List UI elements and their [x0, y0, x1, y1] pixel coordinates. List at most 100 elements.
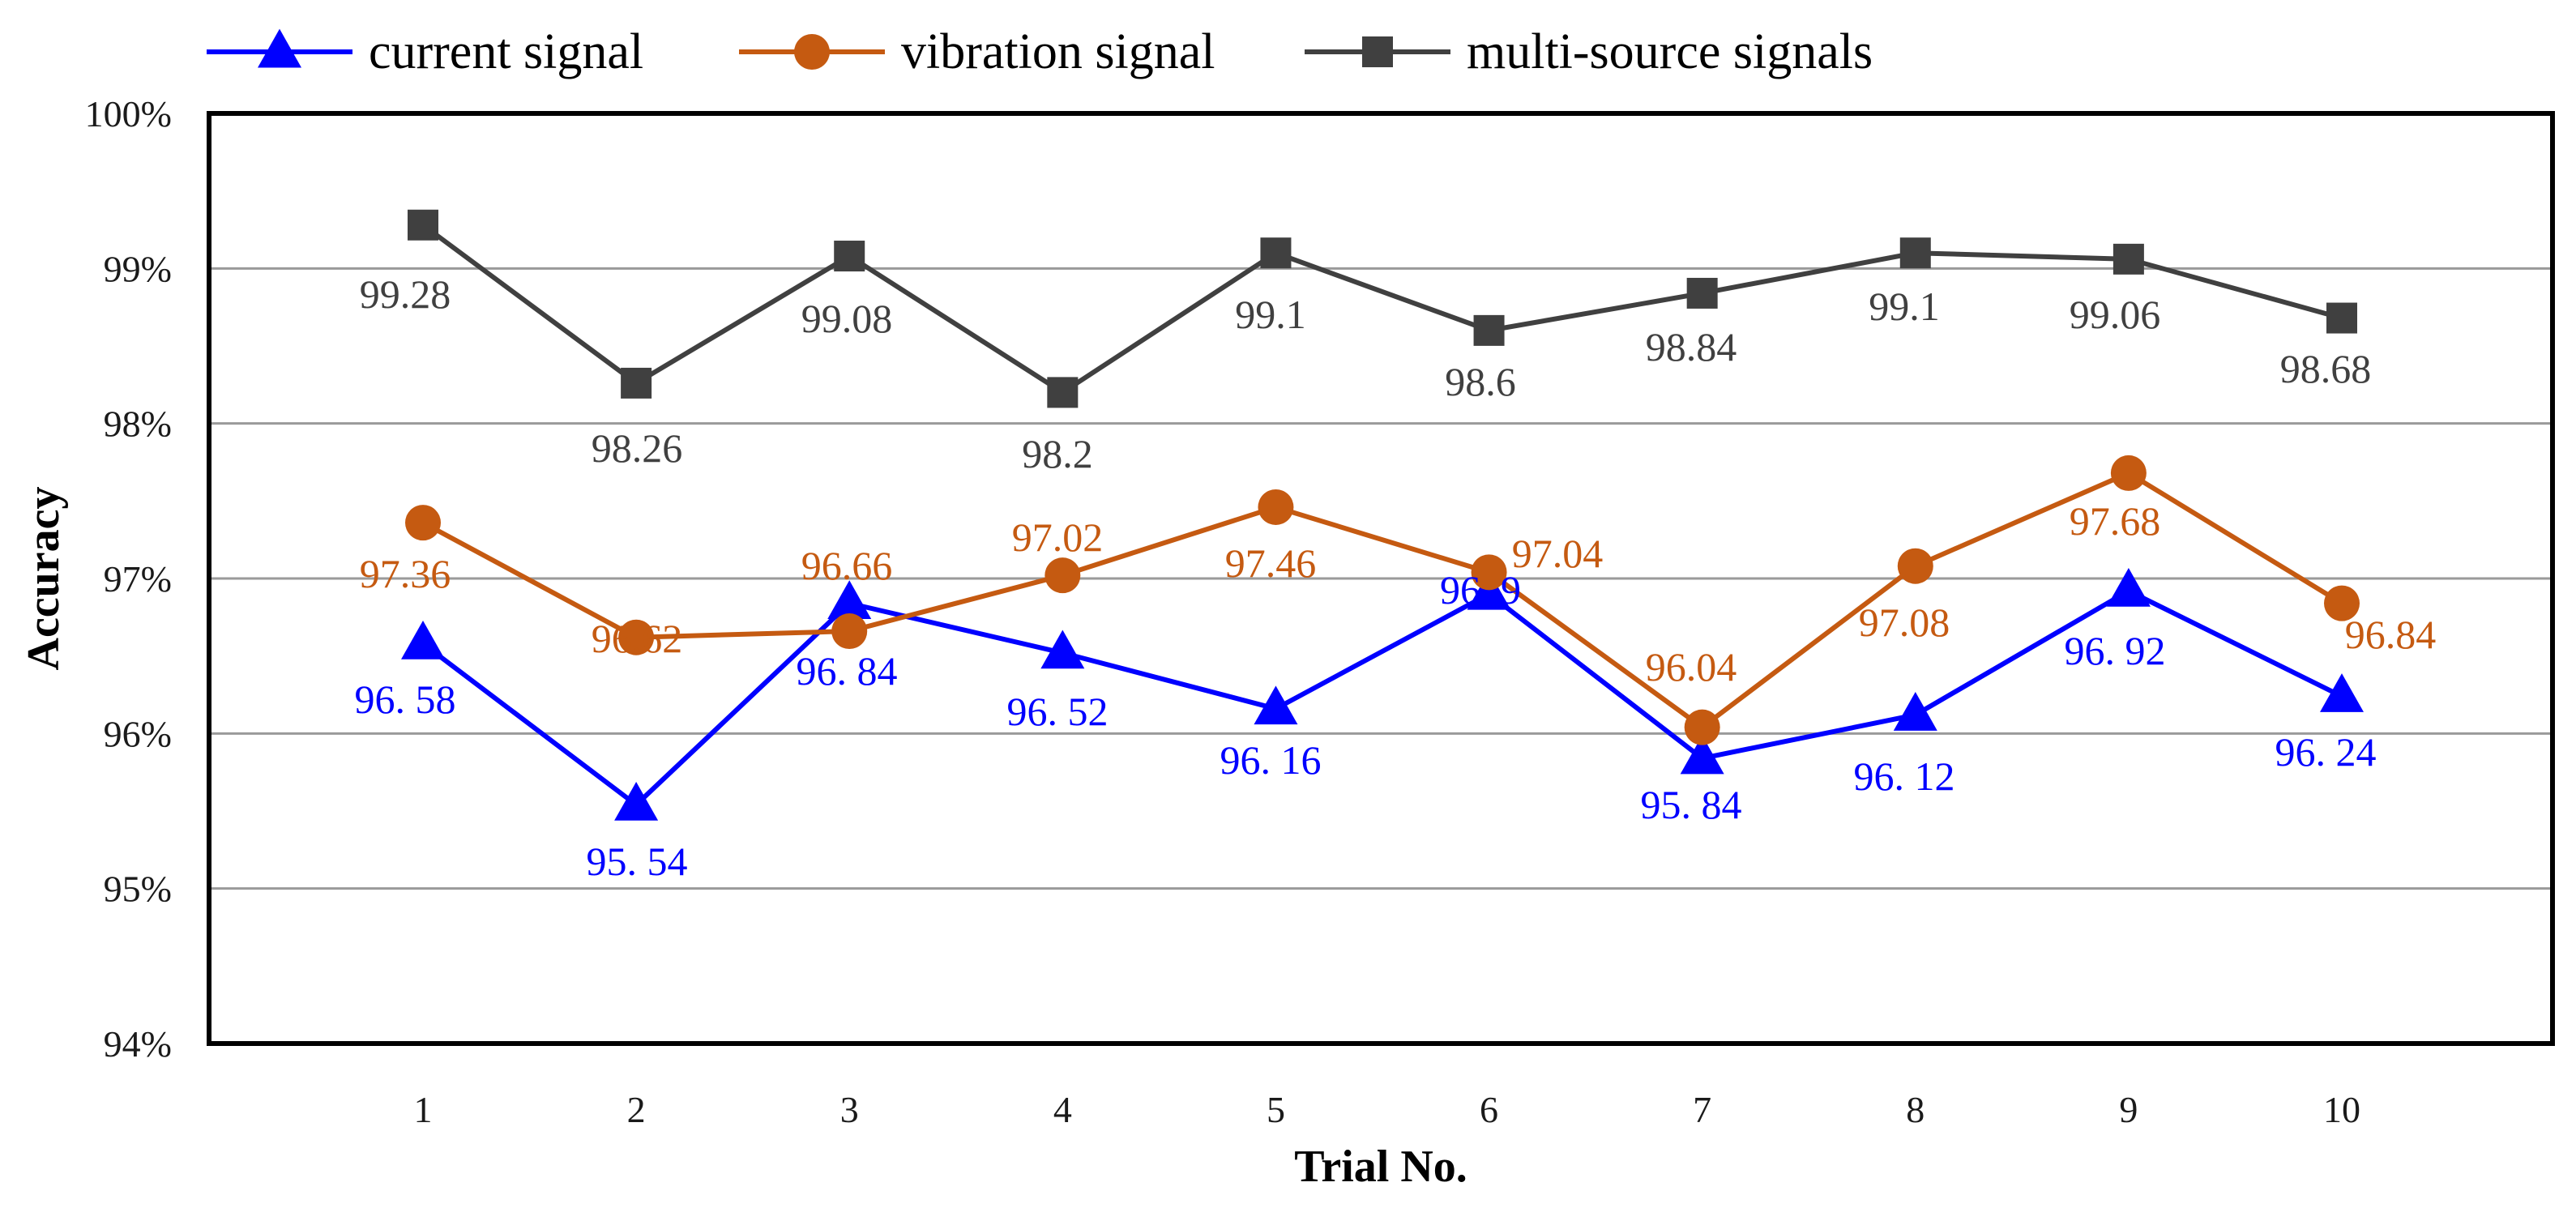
data-label: 96. 52 [1007, 689, 1109, 734]
x-tick-label: 6 [1480, 1089, 1498, 1130]
plot-frame [207, 111, 2555, 1046]
data-point [2320, 673, 2364, 712]
data-label: 98.68 [2280, 346, 2372, 391]
legend-marker [258, 28, 301, 68]
series-multi-source-signals [408, 209, 2357, 408]
data-label: 98.6 [1445, 359, 1516, 404]
data-label: 95. 84 [1641, 782, 1742, 827]
legend-label: multi-source signals [1467, 24, 1873, 79]
x-tick-label: 10 [2323, 1089, 2360, 1130]
data-point [834, 241, 865, 272]
data-point [1899, 237, 1931, 269]
data-point [1897, 548, 1933, 584]
x-axis-ticks: 1 2 3 4 5 6 7 8 9 10 [414, 1089, 2361, 1130]
legend-label: current signal [369, 24, 643, 79]
data-point [2106, 567, 2151, 607]
data-label: 96.84 [2345, 612, 2437, 657]
data-label: 96.66 [801, 543, 893, 588]
data-label: 98.2 [1022, 431, 1093, 476]
legend-entry: current signal [207, 24, 643, 79]
y-tick-label: 100% [85, 93, 172, 134]
x-tick-label: 1 [414, 1089, 433, 1130]
series-line [421, 223, 2343, 395]
data-point [1467, 570, 1511, 610]
data-label: 98.84 [1646, 324, 1737, 369]
data-label: 97.04 [1512, 531, 1604, 576]
data-point [621, 367, 652, 399]
data-point [1258, 489, 1294, 525]
data-label: 96. 16 [1220, 737, 1322, 783]
legend-label: vibration signal [901, 24, 1215, 79]
legend: current signal vibration signal multi-sour… [207, 24, 1873, 79]
x-tick-label: 3 [840, 1089, 859, 1130]
data-label: 98.26 [592, 425, 683, 471]
data-label: 97.08 [1859, 600, 1950, 645]
data-point [1044, 557, 1081, 594]
data-label: 97.36 [360, 551, 451, 596]
data-label: 99.08 [801, 296, 893, 341]
data-label: 96.62 [592, 616, 683, 661]
data-point [1471, 554, 1507, 591]
data-label: 99.1 [1235, 292, 1306, 337]
x-axis-title: Trial No. [1294, 1142, 1467, 1192]
legend-entry: vibration signal [739, 24, 1215, 79]
data-label: 95. 54 [587, 839, 688, 884]
legend-marker [794, 34, 830, 70]
y-axis-ticks: 94% 95% 96% 97% 98% 99% 100% [85, 93, 172, 1065]
data-label: 96. 9 [1440, 567, 1521, 613]
data-label: 99.28 [360, 271, 451, 317]
x-tick-label: 5 [1267, 1089, 1285, 1130]
x-tick-label: 2 [627, 1089, 646, 1130]
data-point [405, 505, 441, 541]
data-point [1680, 735, 1724, 775]
data-point [2112, 243, 2144, 275]
data-label: 97.68 [2070, 498, 2161, 544]
data-point [408, 209, 438, 241]
y-tick-label: 99% [104, 248, 172, 289]
legend-entry: multi-source signals [1305, 24, 1873, 79]
data-point [2326, 302, 2357, 334]
gridlines [209, 267, 2553, 890]
y-tick-label: 96% [104, 713, 172, 754]
data-point [1260, 237, 1292, 269]
data-label: 96. 12 [1854, 753, 1955, 799]
data-label: 96. 24 [2275, 729, 2377, 775]
data-label: 96.04 [1646, 644, 1737, 689]
data-label: 96. 58 [355, 677, 456, 722]
data-point [401, 621, 445, 659]
data-point [1473, 314, 1505, 346]
legend-marker [1362, 36, 1393, 67]
y-tick-label: 94% [104, 1023, 172, 1065]
series-vibration-signal [405, 455, 2360, 745]
data-point [618, 619, 655, 655]
data-point [2324, 585, 2360, 621]
data-label: 96. 84 [797, 648, 898, 694]
series-line [421, 470, 2343, 730]
series-layer [401, 209, 2364, 821]
y-axis-title: Accuracy [19, 486, 69, 670]
x-tick-label: 7 [1693, 1089, 1711, 1130]
data-point [1047, 377, 1079, 408]
data-label: 97.46 [1225, 540, 1317, 586]
data-label: 99.06 [2070, 292, 2161, 337]
data-point [1040, 630, 1085, 669]
data-label: 96. 92 [2065, 628, 2166, 673]
data-label: 97.02 [1012, 514, 1104, 560]
data-point [2110, 455, 2147, 491]
y-tick-label: 97% [104, 558, 172, 600]
y-tick-label: 98% [104, 403, 172, 445]
x-tick-label: 9 [2119, 1089, 2138, 1130]
data-point [1893, 692, 1937, 731]
series-line [421, 588, 2343, 808]
data-point [1686, 277, 1718, 309]
data-label: 99.1 [1869, 284, 1940, 329]
x-tick-label: 4 [1053, 1089, 1072, 1130]
data-point [1684, 709, 1720, 745]
data-point [614, 781, 659, 821]
y-tick-label: 95% [104, 869, 172, 910]
data-point [831, 613, 868, 650]
series-current-signal [401, 567, 2364, 821]
data-point [827, 580, 872, 620]
data-labels: 96. 58 95. 54 96. 84 96. 52 96. 16 96. 9 95. 8… [355, 271, 2437, 884]
